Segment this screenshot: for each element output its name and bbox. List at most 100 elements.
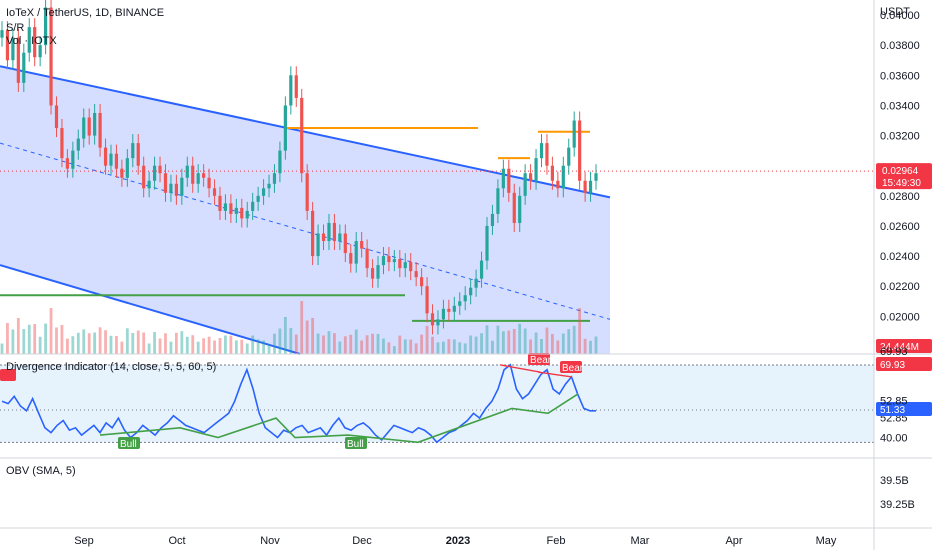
- candle[interactable]: [0, 21, 4, 47]
- candle[interactable]: [76, 129, 80, 160]
- candle[interactable]: [561, 156, 565, 198]
- candle[interactable]: [398, 250, 402, 278]
- candle[interactable]: [5, 21, 10, 70]
- candle[interactable]: [311, 201, 315, 266]
- candle[interactable]: [507, 159, 511, 202]
- candle[interactable]: [360, 231, 364, 258]
- candle[interactable]: [109, 144, 113, 175]
- candle[interactable]: [191, 156, 195, 193]
- candle[interactable]: [529, 164, 533, 190]
- candle[interactable]: [174, 174, 178, 205]
- candle[interactable]: [289, 66, 293, 115]
- candle[interactable]: [447, 299, 451, 321]
- candle[interactable]: [294, 66, 298, 107]
- candle[interactable]: [103, 138, 108, 175]
- candle[interactable]: [163, 164, 168, 202]
- candle[interactable]: [469, 278, 473, 305]
- candle[interactable]: [98, 103, 102, 157]
- candle[interactable]: [43, 0, 48, 55]
- candle[interactable]: [272, 164, 277, 193]
- candle[interactable]: [180, 168, 184, 205]
- candle[interactable]: [82, 108, 86, 148]
- candle[interactable]: [38, 36, 42, 67]
- candle[interactable]: [283, 96, 287, 160]
- candle[interactable]: [496, 179, 500, 223]
- candle[interactable]: [332, 213, 337, 251]
- candle[interactable]: [474, 269, 478, 297]
- candle[interactable]: [22, 43, 26, 92]
- candle[interactable]: [583, 171, 587, 202]
- candle[interactable]: [338, 224, 342, 251]
- candle[interactable]: [251, 192, 255, 220]
- candle[interactable]: [534, 149, 538, 190]
- candle[interactable]: [212, 179, 217, 205]
- candle[interactable]: [452, 296, 456, 321]
- candle[interactable]: [458, 292, 462, 315]
- candle[interactable]: [523, 164, 527, 205]
- candle[interactable]: [387, 247, 391, 272]
- candle[interactable]: [218, 186, 222, 220]
- candle[interactable]: [16, 28, 20, 92]
- candle[interactable]: [376, 256, 380, 288]
- candle[interactable]: [556, 171, 560, 198]
- candle[interactable]: [261, 179, 266, 205]
- candle[interactable]: [349, 244, 353, 273]
- candle[interactable]: [267, 174, 271, 198]
- candle[interactable]: [120, 159, 124, 187]
- candle[interactable]: [305, 164, 309, 220]
- candle[interactable]: [441, 299, 446, 329]
- candle[interactable]: [185, 156, 189, 187]
- candle[interactable]: [131, 134, 135, 168]
- candle[interactable]: [60, 119, 64, 168]
- candle[interactable]: [490, 204, 495, 235]
- candle[interactable]: [234, 198, 238, 223]
- candle[interactable]: [578, 111, 582, 190]
- candle[interactable]: [256, 186, 260, 211]
- candle[interactable]: [539, 134, 544, 168]
- candle[interactable]: [316, 224, 320, 266]
- candle[interactable]: [71, 141, 75, 178]
- candle[interactable]: [300, 88, 304, 183]
- candle[interactable]: [420, 268, 424, 296]
- candle[interactable]: [343, 224, 347, 263]
- candle[interactable]: [594, 164, 598, 190]
- candle[interactable]: [33, 18, 37, 67]
- candle[interactable]: [87, 108, 91, 145]
- candle[interactable]: [229, 194, 233, 223]
- candle[interactable]: [147, 171, 151, 198]
- candle[interactable]: [169, 174, 173, 202]
- candle[interactable]: [321, 224, 326, 251]
- candle[interactable]: [49, 0, 53, 115]
- candle[interactable]: [354, 231, 358, 273]
- candle[interactable]: [65, 149, 69, 178]
- candle[interactable]: [207, 168, 211, 198]
- candle[interactable]: [392, 250, 396, 272]
- candle[interactable]: [409, 253, 413, 281]
- candle[interactable]: [463, 286, 467, 311]
- candle[interactable]: [414, 262, 418, 287]
- candle[interactable]: [202, 164, 206, 187]
- candle[interactable]: [27, 18, 31, 62]
- candle[interactable]: [152, 156, 157, 190]
- candle[interactable]: [223, 194, 228, 220]
- candle[interactable]: [550, 156, 555, 190]
- candle[interactable]: [518, 186, 522, 232]
- candle[interactable]: [327, 213, 331, 251]
- candle[interactable]: [245, 201, 249, 228]
- candle[interactable]: [54, 96, 59, 138]
- candle[interactable]: [278, 141, 282, 183]
- candle[interactable]: [436, 310, 440, 335]
- candle[interactable]: [93, 103, 97, 145]
- candle[interactable]: [240, 198, 244, 228]
- candle[interactable]: [572, 111, 576, 157]
- oscillator-line[interactable]: [1, 363, 596, 444]
- candle[interactable]: [403, 253, 407, 278]
- candle[interactable]: [501, 159, 505, 198]
- candle[interactable]: [142, 156, 146, 198]
- candle[interactable]: [136, 134, 140, 175]
- candle[interactable]: [430, 304, 435, 335]
- candle[interactable]: [425, 277, 429, 323]
- candle[interactable]: [365, 239, 369, 278]
- candle[interactable]: [11, 28, 15, 70]
